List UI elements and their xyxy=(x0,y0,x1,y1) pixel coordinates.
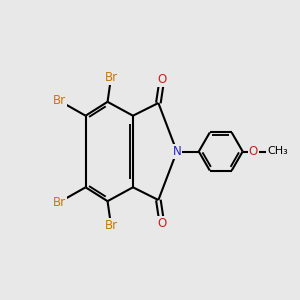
Text: Br: Br xyxy=(104,71,118,84)
Text: CH₃: CH₃ xyxy=(267,146,288,157)
Text: Br: Br xyxy=(52,94,66,107)
Text: O: O xyxy=(157,217,167,230)
Text: N: N xyxy=(172,145,181,158)
Text: O: O xyxy=(157,74,167,86)
Text: O: O xyxy=(248,145,258,158)
Text: Br: Br xyxy=(52,196,66,209)
Text: Br: Br xyxy=(104,219,118,232)
